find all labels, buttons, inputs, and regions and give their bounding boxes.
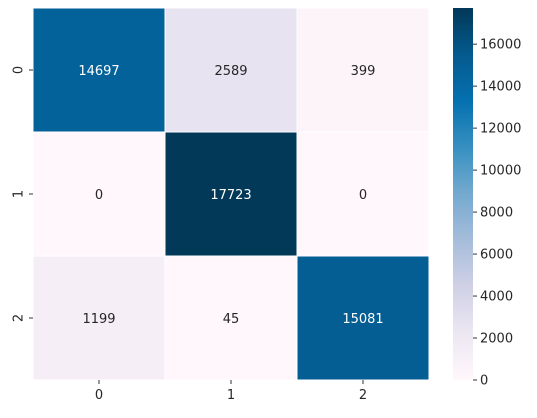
x-tick-label: 1: [227, 388, 235, 403]
heatmap-cell-value: 399: [351, 64, 376, 79]
colorbar-tick-label: 6000: [480, 248, 513, 263]
y-tick-label: 1: [12, 190, 27, 198]
heatmap-cell-value: 14697: [78, 64, 119, 79]
heatmap-cell-r1-c1: [164, 131, 298, 257]
heatmap-cell-value: 0: [95, 188, 103, 203]
colorbar-tick-label: 4000: [480, 290, 513, 305]
heatmap-cell-value: 2589: [214, 64, 247, 79]
heatmap-cell-r0-c1: [164, 7, 298, 133]
x-tick-label: 0: [95, 388, 103, 403]
colorbar-gradient: [453, 8, 473, 380]
heatmap-cell-value: 45: [223, 312, 240, 327]
x-axis: 0 1 2: [95, 380, 367, 403]
colorbar-tick-label: 16000: [480, 38, 521, 53]
heatmap-cell-r1-c2: [296, 131, 430, 257]
y-axis: 0 1 2: [12, 66, 33, 322]
heatmap-cell-value: 17723: [210, 188, 251, 203]
colorbar-tick-label: 10000: [480, 164, 521, 179]
colorbar-tick-label: 2000: [480, 332, 513, 347]
heatmap-cell-r0-c0: [32, 7, 166, 133]
heatmap-cell-r0-c2: [296, 7, 430, 133]
heatmap-cells: [32, 7, 430, 381]
colorbar-tick-label: 14000: [480, 80, 521, 95]
heatmap-cell-value: 1199: [82, 312, 115, 327]
colorbar-tick-label: 12000: [480, 122, 521, 137]
colorbar: 0 2000 4000 6000 8000 10000 12000 14000 16000: [453, 8, 521, 389]
x-tick-label: 2: [359, 388, 367, 403]
y-tick-label: 2: [12, 314, 27, 322]
y-tick-label: 0: [12, 66, 27, 74]
heatmap-cell-r1-c0: [32, 131, 166, 257]
heatmap-cell-value: 0: [359, 188, 367, 203]
colorbar-tick-label: 8000: [480, 206, 513, 221]
heatmap-cell-labels: 14697 2589 399 0 17723 0 1199 45 15081: [78, 64, 383, 327]
heatmap-cell-value: 15081: [342, 312, 383, 327]
heatmap-cell-r2-c1: [164, 255, 298, 381]
colorbar-tick-label: 0: [480, 374, 488, 389]
